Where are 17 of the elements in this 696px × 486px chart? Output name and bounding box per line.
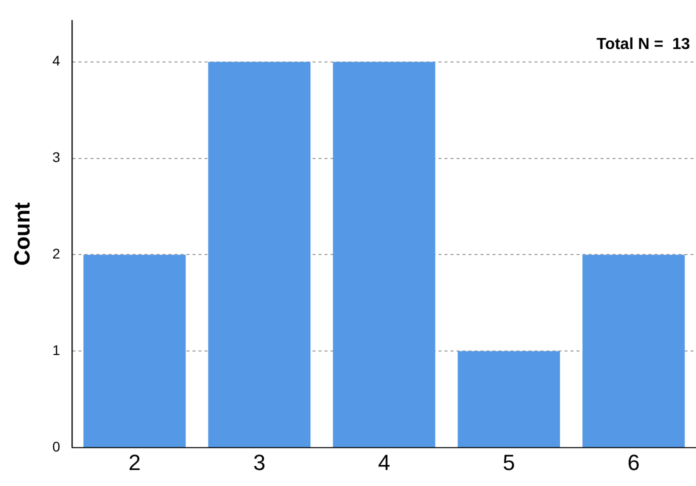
- y-tick-label: 3: [52, 149, 60, 166]
- x-tick-label: 3: [253, 450, 266, 475]
- x-tick-label: 6: [627, 450, 640, 475]
- x-tick-label: 2: [128, 450, 141, 475]
- bar: [332, 62, 436, 448]
- y-tick-label: 4: [52, 52, 60, 69]
- y-axis-title: Count: [9, 202, 34, 266]
- x-tick-label: 4: [378, 450, 390, 475]
- y-tick-label: 1: [52, 342, 60, 358]
- y-tick-label: 0: [52, 438, 60, 454]
- bar: [208, 62, 310, 448]
- y-tick-label: 2: [52, 246, 60, 262]
- x-tick-label: 5: [502, 450, 515, 475]
- bar: [458, 351, 560, 448]
- bar: [83, 254, 186, 448]
- annotation: Total N = 13: [596, 36, 690, 53]
- bar: [582, 254, 685, 448]
